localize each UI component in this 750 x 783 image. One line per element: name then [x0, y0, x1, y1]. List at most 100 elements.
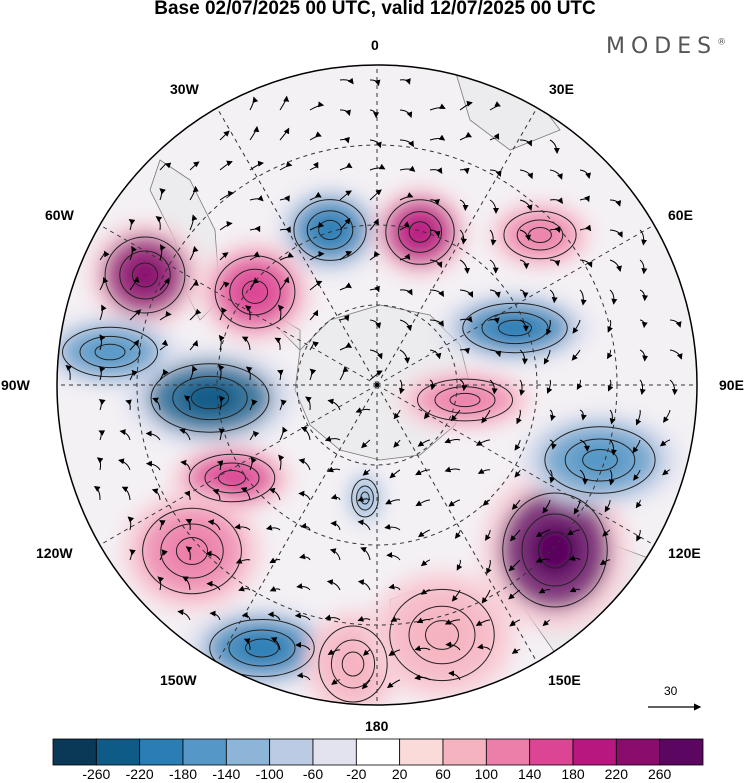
wind-arrow [386, 551, 401, 561]
wind-arrow [121, 486, 131, 501]
meridian-line [376, 224, 655, 386]
anomaly-contour [142, 507, 242, 595]
wind-arrow [369, 139, 382, 149]
wind-arrow [542, 499, 551, 514]
wind-arrow [602, 529, 611, 537]
colorbar-tick-label: -260 [82, 766, 111, 782]
wind-arrow [399, 165, 416, 172]
wind-arrow [159, 188, 166, 201]
wind-arrow [429, 167, 443, 174]
south-pole-marker [375, 383, 379, 387]
wind-arrow [399, 192, 414, 201]
registered-mark: ® [717, 37, 727, 48]
wind-arrow [151, 488, 161, 501]
wind-arrow [300, 522, 311, 531]
modes-logo: MODES® [606, 34, 726, 59]
wind-arrow [549, 289, 558, 304]
wind-arrow [183, 395, 191, 411]
lon-label-30e: 30E [549, 81, 574, 97]
wind-arrow [475, 619, 491, 626]
wind-arrow [459, 131, 472, 141]
wind-arrow [475, 439, 491, 446]
anomaly-core [124, 255, 166, 295]
wind-arrow [399, 349, 411, 364]
wind-arrow [535, 529, 551, 538]
wind-arrow [355, 407, 371, 413]
wind-arrow [429, 379, 437, 391]
wind-arrow [448, 499, 461, 507]
wind-arrow [265, 524, 281, 531]
wind-arrow [414, 674, 431, 681]
anomaly-core [402, 215, 438, 249]
colorbar-tick-label: -180 [168, 766, 198, 782]
wind-arrow [635, 499, 642, 509]
wind-arrow [571, 349, 581, 361]
wind-arrow [459, 347, 470, 355]
wind-arrow [159, 549, 168, 561]
anomaly-contour [341, 651, 365, 677]
wind-arrow [219, 281, 230, 291]
wind-arrow [279, 127, 290, 141]
anomaly-core [414, 611, 470, 659]
wind-arrow [386, 679, 401, 689]
anomaly-contour [538, 531, 572, 569]
wind-arrow [330, 520, 341, 531]
wind-arrow [393, 439, 401, 448]
wind-arrow [299, 553, 311, 561]
wind-arrow [219, 190, 235, 201]
wind-arrow [129, 245, 137, 261]
wind-arrow [451, 589, 461, 602]
wind-arrow [579, 224, 592, 232]
wind-arrow [298, 490, 311, 501]
wind-arrow [219, 307, 228, 321]
wind-arrow [429, 103, 446, 111]
wind-arrow [444, 437, 461, 444]
wind-arrow [118, 458, 131, 471]
wind-arrow [519, 229, 531, 241]
wind-arrow [450, 409, 461, 422]
lon-label-120w: 120W [36, 545, 73, 561]
wind-arrow [417, 529, 431, 538]
wind-arrow [489, 229, 497, 246]
anomaly-contour [516, 219, 564, 251]
wind-arrow [663, 409, 671, 423]
anomaly-contour [190, 386, 230, 410]
wind-arrow [519, 259, 530, 270]
wind-arrow [632, 439, 641, 454]
wind-arrow [669, 379, 678, 396]
wind-arrow [218, 428, 226, 441]
wind-arrow [636, 529, 642, 542]
colorbar-swatch [95, 738, 141, 766]
colorbar-swatch [225, 738, 271, 766]
wind-arrow [639, 379, 646, 395]
wind-arrow [235, 558, 251, 564]
wind-arrow [543, 349, 551, 365]
anomaly-contour [498, 319, 532, 337]
wind-arrow [279, 95, 290, 111]
wind-arrow [535, 557, 551, 563]
wind-arrow [399, 139, 414, 148]
wind-arrow [415, 469, 431, 476]
anomaly-core [358, 488, 372, 508]
wind-arrow [300, 426, 311, 441]
colorbar-tick-label: 20 [391, 766, 408, 782]
wind-arrow [216, 460, 224, 471]
wind-arrow [339, 109, 351, 117]
wind-arrow [511, 647, 521, 654]
anomaly-contour [417, 378, 513, 422]
wind-arrow [519, 169, 533, 180]
wind-arrow [357, 496, 371, 502]
wind-arrow [309, 280, 323, 291]
wind-arrow [339, 190, 352, 201]
colorbar-swatch [659, 738, 704, 766]
wind-arrow [429, 259, 443, 269]
wind-arrow [369, 319, 382, 329]
wind-arrow [481, 589, 491, 604]
meridian-line [376, 384, 538, 663]
wind-arrow [219, 160, 233, 171]
anomaly-contour [293, 199, 367, 261]
wind-arrow [519, 349, 528, 365]
wind-arrow [416, 617, 431, 624]
anomaly-contour [389, 588, 495, 682]
wind-arrow [279, 195, 290, 202]
